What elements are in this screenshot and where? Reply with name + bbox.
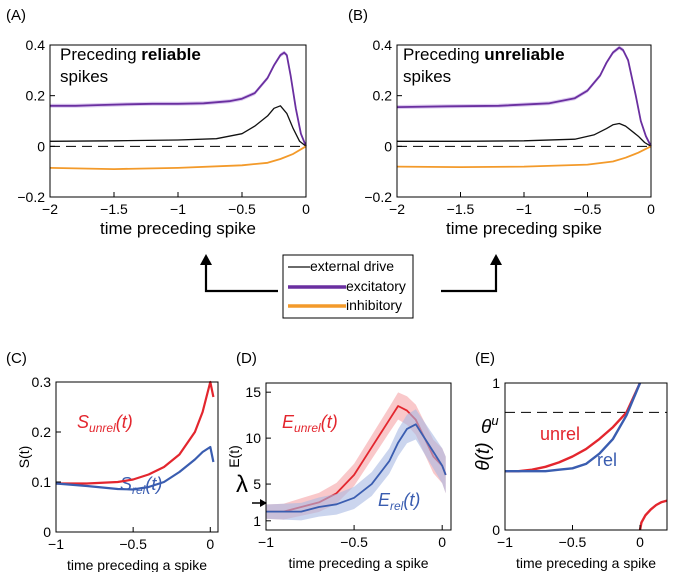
y-tick-label: 0.2 <box>373 88 393 104</box>
y-tick-label: 0 <box>492 522 500 538</box>
y-tick-label: 0.3 <box>32 374 52 390</box>
panel-b: −2 −1.5 −1 −0.5 0 −0.2 0 0.2 0.4 time preceding s… <box>364 37 655 238</box>
series-line-inhibitory-2 <box>396 145 652 168</box>
x-tick-label: −1 <box>170 201 186 217</box>
panel-a-title-line2: spikes <box>60 67 108 86</box>
axes-box <box>265 382 452 531</box>
x-axis-label: time preceding a spike <box>288 555 428 571</box>
series-line-inhibitory-2 <box>49 145 307 170</box>
y-tick-label: 0.2 <box>32 424 52 440</box>
lambda-arrow-head <box>260 499 267 507</box>
series-line-rel-1 <box>55 445 215 491</box>
arrow-to-panel-a <box>204 262 278 293</box>
label-e-rel: Erel(t) <box>378 490 420 513</box>
y-axis-label: E(t) <box>226 445 242 468</box>
series-line-rel-1 <box>266 423 447 513</box>
x-tick-label: −0.5 <box>574 201 602 217</box>
x-tick-label: 0 <box>302 201 310 217</box>
x-tick-label: 0 <box>438 534 446 550</box>
y-tick-label: 0.1 <box>32 474 52 490</box>
label-rel: rel <box>597 450 617 470</box>
x-axis-label: time preceding spike <box>446 219 602 238</box>
y-tick-label: 15 <box>245 384 261 400</box>
legend-label-excitatory: excitatory <box>346 278 406 294</box>
series-line-unrel-2 <box>638 499 668 531</box>
series-line-external-1 <box>397 122 652 147</box>
panel-b-title-line2: spikes <box>403 67 451 86</box>
x-axis-label: time preceding spike <box>100 219 256 238</box>
panel-label-d: (D) <box>236 350 257 367</box>
panel-label-a: (A) <box>6 7 26 24</box>
x-tick-label: 0 <box>206 536 214 552</box>
panel-label-c: (C) <box>6 350 27 367</box>
y-tick-label: −0.2 <box>17 189 45 205</box>
axes-box <box>55 381 219 533</box>
y-tick-label: 0.2 <box>26 88 46 104</box>
x-tick-label: −1 <box>48 536 64 552</box>
y-tick-label: 0 <box>43 524 51 540</box>
y-axis-label: S(t) <box>16 446 32 469</box>
label-unrel: unrel <box>540 424 580 444</box>
plot-layer: −2 −1.5 −1 −0.5 0 −0.2 0 0.2 0.4 time preceding s… <box>16 37 668 572</box>
x-tick-label: 0 <box>647 201 655 217</box>
x-tick-label: −0.5 <box>119 536 147 552</box>
x-tick-label: −0.5 <box>559 534 587 550</box>
y-tick-label: 5 <box>253 476 261 492</box>
panel-a: −2 −1.5 −1 −0.5 0 −0.2 0 0.2 0.4 time preceding s… <box>17 37 310 238</box>
panel-label-b: (B) <box>348 7 368 24</box>
x-axis-label: time preceding a spike <box>516 555 656 571</box>
panel-c: −1 −0.5 0 0 0.1 0.2 0.3 time preceding a spike S… <box>16 374 219 572</box>
x-axis-label: time preceding a spike <box>67 557 207 572</box>
legend-label-external: external drive <box>310 258 394 274</box>
x-tick-label: −1 <box>516 201 532 217</box>
x-tick-label: −2 <box>42 201 58 217</box>
legend-label-inhibitory: inhibitory <box>346 297 402 313</box>
y-axis-label: θ(t) <box>473 442 494 470</box>
y-tick-label: 0.4 <box>373 37 393 53</box>
y-tick-label: 1 <box>253 513 261 529</box>
panel-label-e: (E) <box>475 350 495 367</box>
y-tick-label: 0 <box>37 138 45 154</box>
y-tick-label: −0.2 <box>364 189 392 205</box>
label-e-unrel: Eunrel(t) <box>282 412 338 435</box>
arrow-head-a <box>200 254 212 265</box>
band-excitatory <box>50 50 306 149</box>
x-tick-label: −1 <box>497 534 513 550</box>
series-line-rel-1 <box>505 382 642 473</box>
threshold-label: θu <box>481 413 499 438</box>
panel-e: −1 −0.5 0 0 1 time preceding a spike θ(t) <box>473 375 668 571</box>
x-tick-label: −0.5 <box>228 201 256 217</box>
arrow-to-panel-b <box>441 262 498 293</box>
arrow-head-b <box>490 254 502 265</box>
panel-b-title: Preceding unreliable <box>403 45 565 64</box>
series-line-excitatory-0 <box>50 51 307 147</box>
series-line-external-1 <box>49 105 307 147</box>
x-tick-label: −1 <box>258 534 274 550</box>
series-line-excitatory-0 <box>396 46 652 147</box>
lambda-label: λ <box>236 471 248 498</box>
series-line-unrel-0 <box>56 380 215 485</box>
label-s-unrel: Sunrel(t) <box>77 412 133 435</box>
y-tick-label: 1 <box>492 375 500 391</box>
panel-a-title: Preceding reliable <box>60 45 201 64</box>
x-tick-label: 0 <box>636 534 644 550</box>
x-tick-label: −1.5 <box>100 201 128 217</box>
y-tick-label: 0.4 <box>26 37 46 53</box>
x-tick-label: −1.5 <box>447 201 475 217</box>
x-tick-label: −2 <box>389 201 405 217</box>
y-tick-label: 0 <box>384 138 392 154</box>
axes-box <box>504 382 668 531</box>
y-tick-label: 10 <box>245 430 261 446</box>
x-tick-label: −0.5 <box>340 534 368 550</box>
